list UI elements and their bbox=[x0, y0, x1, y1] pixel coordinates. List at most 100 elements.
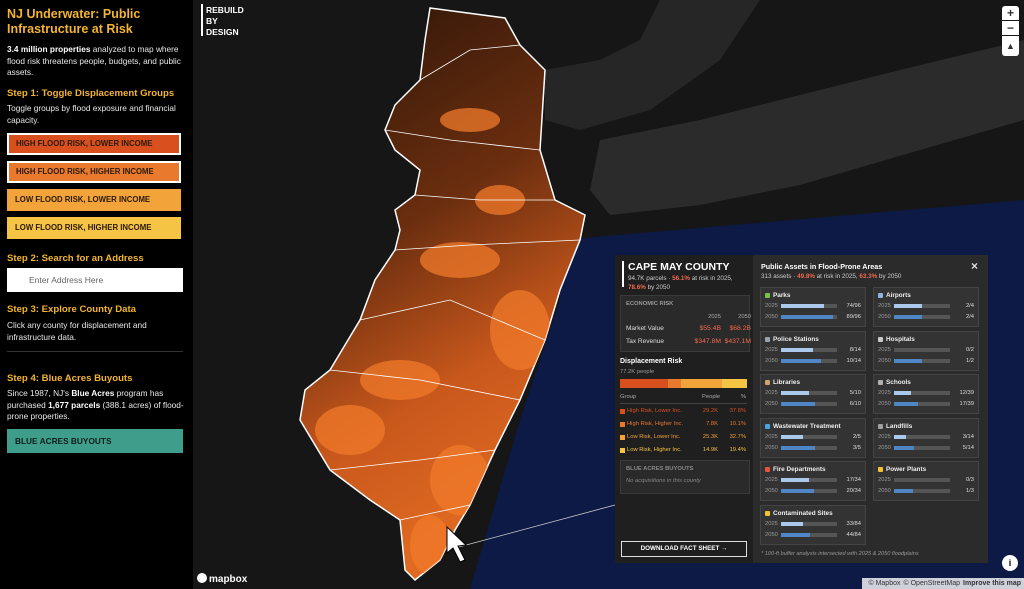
asset-track bbox=[894, 358, 950, 363]
group-button[interactable]: HIGH FLOOD RISK, LOWER INCOME bbox=[7, 133, 181, 155]
asset-year: 2025 bbox=[765, 303, 778, 309]
asset-year: 2050 bbox=[878, 357, 891, 364]
asset-count: 1/2 bbox=[965, 357, 974, 364]
group-button[interactable]: LOW FLOOD RISK, LOWER INCOME bbox=[7, 189, 181, 211]
swatch bbox=[620, 409, 625, 414]
asset-count: 33/84 bbox=[846, 520, 861, 527]
group-name: Low Risk, Lower Inc. bbox=[627, 434, 681, 440]
step-text: Toggle groups by flood exposure and fina… bbox=[7, 103, 176, 125]
asset-track bbox=[894, 434, 950, 439]
text-segment: 78.6% bbox=[628, 283, 646, 291]
asset-track bbox=[781, 489, 837, 493]
asset-bar bbox=[781, 532, 811, 537]
text-segment: by 2050 bbox=[645, 283, 671, 291]
sidebar: NJ Underwater: Public Infrastructure at … bbox=[0, 0, 193, 589]
attribution-link[interactable]: © Mapbox bbox=[868, 580, 901, 587]
asset-track bbox=[894, 445, 950, 450]
group-button[interactable]: HIGH FLOOD RISK, HIGHER INCOME bbox=[7, 161, 181, 183]
new-york bbox=[545, 0, 760, 130]
group-percent: 32.7% bbox=[729, 434, 746, 440]
text-segment: 49.8% bbox=[797, 273, 815, 280]
economic-heading: ECONOMIC RISK bbox=[626, 301, 674, 307]
asset-track bbox=[894, 402, 950, 406]
group-name: Low Risk, Higher Inc. bbox=[627, 447, 682, 453]
asset-icon bbox=[765, 380, 770, 385]
mapbox-logo: mapbox bbox=[209, 574, 248, 585]
asset-bar bbox=[894, 402, 919, 406]
asset-track bbox=[781, 391, 837, 395]
county-name: CAPE MAY COUNTY bbox=[628, 261, 730, 273]
asset-bar bbox=[781, 445, 815, 450]
table-header: % bbox=[740, 394, 746, 400]
logo: BY bbox=[206, 16, 218, 26]
asset-year: 2025 bbox=[765, 346, 778, 353]
group-people: 14.9K bbox=[702, 447, 718, 453]
asset-year: 2050 bbox=[765, 357, 778, 364]
asset-card: Power Plants 2025 0/3 2050 1/3 bbox=[873, 461, 979, 501]
step-heading: Step 1: Toggle Displacement Groups bbox=[7, 88, 175, 99]
economic-value: $55.4B bbox=[699, 325, 721, 332]
asset-name: Airports bbox=[886, 292, 911, 299]
download-button[interactable]: DOWNLOAD FACT SHEET → bbox=[621, 541, 747, 557]
asset-name: Power Plants bbox=[886, 466, 927, 473]
group-percent: 10.1% bbox=[729, 421, 746, 427]
asset-count: 44/84 bbox=[846, 531, 861, 538]
asset-name: Contaminated Sites bbox=[773, 509, 833, 517]
text-segment: by 2050 bbox=[877, 273, 902, 280]
text-segment: Since 1987, NJ's bbox=[7, 388, 72, 398]
displacement-table: Group People% High Risk, Lower Inc. 29.2K 37… bbox=[620, 394, 747, 459]
asset-card: Police Stations 2025 8/14 2050 10/14 bbox=[760, 330, 866, 371]
displacement-segment bbox=[668, 379, 681, 388]
asset-card: Libraries 2025 5/10 2050 6/10 bbox=[760, 374, 866, 414]
asset-year: 2025 bbox=[765, 390, 778, 396]
county-lines bbox=[329, 44, 581, 521]
economic-box: ECONOMIC RISK 2025 2050 Market Value $55.4B $… bbox=[620, 295, 751, 352]
attribution-link[interactable]: Improve this map bbox=[963, 580, 1021, 587]
asset-card: Airports 2025 2/4 2050 2/4 bbox=[873, 287, 979, 327]
displacement-heading: Displacement Risk bbox=[620, 358, 683, 365]
asset-name: Fire Departments bbox=[773, 466, 826, 473]
text-segment: 94.7K parcels · bbox=[628, 275, 673, 282]
asset-count: 2/4 bbox=[965, 303, 974, 309]
blue-acres-heading: BLUE ACRES BUYOUTS bbox=[626, 466, 694, 472]
close-button[interactable]: × bbox=[971, 259, 979, 273]
blue-acres-box: BLUE ACRES BUYOUTS No acquisitions in th… bbox=[620, 460, 750, 494]
asset-count: 17/39 bbox=[959, 401, 974, 407]
asset-count: 1/3 bbox=[965, 488, 974, 494]
asset-card: Parks 2025 74/96 2050 89/96 bbox=[760, 287, 866, 327]
asset-name: Landfills bbox=[886, 422, 913, 430]
asset-year: 2025 bbox=[765, 433, 778, 440]
blue-acres-button[interactable]: BLUE ACRES BUYOUTS bbox=[7, 429, 183, 453]
zoom-out[interactable]: − bbox=[1002, 21, 1019, 35]
text-segment: 1,677 parcels bbox=[48, 399, 101, 410]
info-button[interactable]: i bbox=[1002, 555, 1018, 571]
asset-bar bbox=[894, 304, 922, 308]
table-header: People bbox=[702, 394, 721, 400]
asset-year: 2050 bbox=[878, 488, 891, 494]
asset-card: Hospitals 2025 0/2 2050 1/2 bbox=[873, 330, 979, 371]
asset-track bbox=[781, 445, 837, 450]
asset-bar bbox=[781, 489, 814, 493]
asset-icon bbox=[765, 423, 770, 429]
displacement-segment bbox=[620, 379, 668, 388]
zoom-in[interactable]: + bbox=[1002, 6, 1019, 20]
search-input[interactable]: Enter Address Here bbox=[7, 268, 183, 292]
group-button[interactable]: LOW FLOOD RISK, HIGHER INCOME bbox=[7, 217, 181, 239]
asset-track bbox=[781, 402, 837, 406]
asset-track bbox=[894, 347, 950, 352]
asset-year: 2050 bbox=[765, 314, 778, 320]
compass[interactable]: ▲ bbox=[1002, 36, 1019, 56]
text-segment: 3.4 million properties bbox=[7, 44, 91, 54]
divider bbox=[7, 351, 183, 352]
swatch bbox=[620, 422, 625, 427]
intro: 3.4 million properties analyzed to map w… bbox=[7, 44, 185, 79]
group-percent: 37.8% bbox=[729, 408, 746, 414]
attribution-link[interactable]: © OpenStreetMap bbox=[903, 580, 961, 587]
asset-bar bbox=[781, 358, 821, 363]
economic-column: 2025 bbox=[708, 314, 721, 320]
asset-track bbox=[781, 478, 837, 482]
step-heading: Step 4: Blue Acres Buyouts bbox=[7, 373, 133, 384]
panel-left: CAPE MAY COUNTY 94.7K parcels · 56.1% at… bbox=[615, 255, 753, 563]
asset-icon bbox=[878, 423, 883, 429]
asset-count: 5/10 bbox=[849, 390, 861, 396]
